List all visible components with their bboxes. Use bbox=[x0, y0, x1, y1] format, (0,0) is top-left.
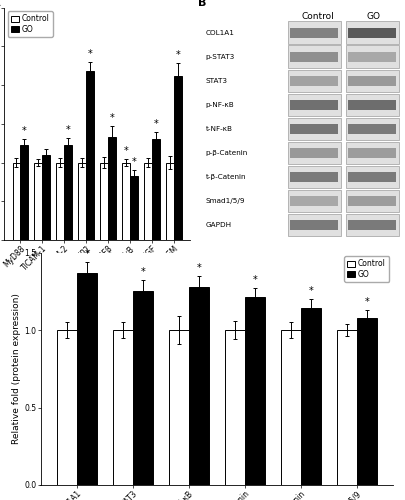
Bar bbox=[348, 100, 396, 110]
Bar bbox=[345, 46, 399, 68]
Bar bbox=[100, 162, 108, 240]
Bar bbox=[290, 220, 339, 230]
Bar bbox=[290, 100, 339, 110]
Legend: Control, GO: Control, GO bbox=[344, 256, 389, 282]
Bar bbox=[152, 139, 160, 240]
Bar bbox=[345, 214, 399, 236]
Text: *: * bbox=[84, 248, 89, 258]
Bar bbox=[288, 94, 341, 116]
Bar bbox=[345, 190, 399, 212]
Text: p-β-Catenin: p-β-Catenin bbox=[205, 150, 248, 156]
Bar bbox=[288, 190, 341, 212]
Bar bbox=[57, 330, 77, 485]
Bar bbox=[86, 71, 94, 240]
Bar bbox=[130, 176, 138, 240]
Text: *: * bbox=[66, 124, 70, 134]
Text: COL1A1: COL1A1 bbox=[205, 30, 234, 36]
Bar bbox=[133, 291, 153, 485]
Text: p-NF-κB: p-NF-κB bbox=[205, 102, 234, 107]
Bar bbox=[122, 162, 130, 240]
Bar bbox=[281, 330, 301, 485]
Bar bbox=[288, 214, 341, 236]
Bar bbox=[290, 76, 339, 86]
Text: *: * bbox=[364, 296, 369, 306]
Bar bbox=[288, 142, 341, 164]
Text: Control: Control bbox=[301, 12, 334, 21]
Text: B: B bbox=[198, 0, 206, 8]
Bar bbox=[78, 162, 86, 240]
Bar bbox=[77, 272, 97, 485]
Text: *: * bbox=[141, 268, 145, 278]
Bar bbox=[288, 166, 341, 188]
Bar bbox=[144, 162, 152, 240]
Bar bbox=[348, 196, 396, 205]
Bar bbox=[20, 146, 28, 240]
Bar bbox=[113, 330, 133, 485]
Bar bbox=[290, 124, 339, 134]
Text: *: * bbox=[175, 50, 180, 60]
Bar bbox=[337, 330, 357, 485]
Bar bbox=[348, 172, 396, 181]
Bar bbox=[290, 172, 339, 181]
Bar bbox=[301, 308, 321, 485]
Bar bbox=[224, 330, 245, 485]
Text: *: * bbox=[88, 48, 92, 58]
Text: *: * bbox=[110, 113, 115, 123]
Text: t-β-Catenin: t-β-Catenin bbox=[205, 174, 246, 180]
Bar bbox=[290, 148, 339, 158]
Legend: Control, GO: Control, GO bbox=[8, 12, 53, 37]
Text: Smad1/5/9: Smad1/5/9 bbox=[205, 198, 245, 203]
Bar bbox=[348, 28, 396, 38]
Text: *: * bbox=[153, 119, 158, 129]
Bar bbox=[166, 162, 174, 240]
Text: *: * bbox=[252, 275, 257, 285]
Text: *: * bbox=[124, 146, 128, 156]
Bar bbox=[168, 330, 189, 485]
Bar bbox=[348, 52, 396, 62]
Bar bbox=[348, 76, 396, 86]
Text: *: * bbox=[22, 126, 27, 136]
Bar bbox=[290, 196, 339, 205]
Text: t-NF-κB: t-NF-κB bbox=[205, 126, 232, 132]
Bar bbox=[43, 155, 50, 240]
Bar bbox=[345, 118, 399, 140]
Text: *: * bbox=[196, 262, 201, 272]
Bar bbox=[56, 162, 64, 240]
Bar bbox=[288, 22, 341, 44]
Bar bbox=[345, 142, 399, 164]
Bar bbox=[345, 166, 399, 188]
Bar bbox=[345, 22, 399, 44]
Text: STAT3: STAT3 bbox=[205, 78, 228, 84]
Bar bbox=[245, 298, 265, 485]
Bar bbox=[357, 318, 377, 485]
Bar bbox=[288, 70, 341, 92]
Bar bbox=[290, 28, 339, 38]
Bar bbox=[13, 162, 20, 240]
Bar bbox=[345, 70, 399, 92]
Bar bbox=[288, 118, 341, 140]
Text: GAPDH: GAPDH bbox=[205, 222, 232, 228]
Bar bbox=[174, 76, 182, 240]
Bar bbox=[34, 162, 43, 240]
Bar bbox=[290, 52, 339, 62]
Bar bbox=[348, 220, 396, 230]
Text: *: * bbox=[308, 286, 313, 296]
Bar bbox=[345, 94, 399, 116]
Bar bbox=[108, 137, 116, 240]
Text: GO: GO bbox=[367, 12, 380, 21]
Text: *: * bbox=[132, 157, 136, 167]
Bar bbox=[348, 148, 396, 158]
Bar bbox=[189, 286, 209, 485]
Bar bbox=[288, 46, 341, 68]
Bar bbox=[348, 124, 396, 134]
Bar bbox=[64, 144, 72, 240]
Text: p-STAT3: p-STAT3 bbox=[205, 54, 235, 60]
Y-axis label: Relative fold (protein expression): Relative fold (protein expression) bbox=[13, 294, 21, 444]
